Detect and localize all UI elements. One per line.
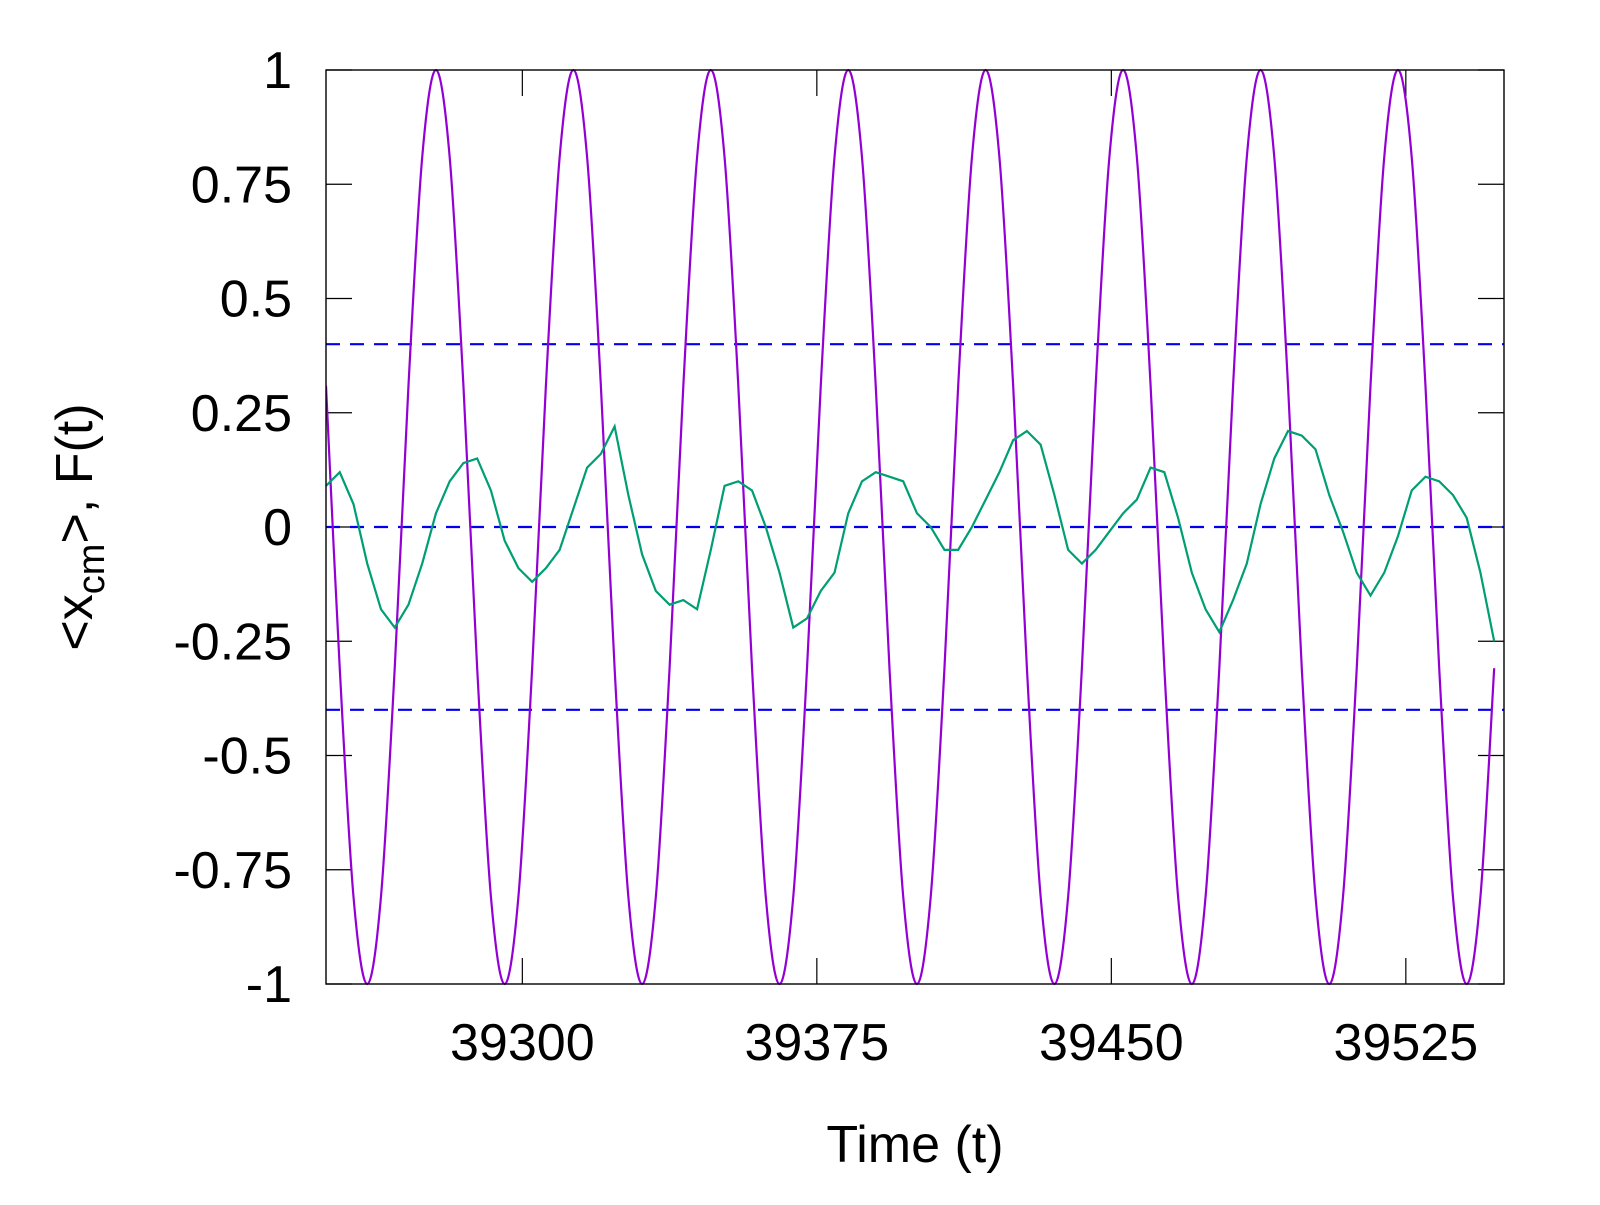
y-tick-label: -0.75 bbox=[173, 842, 292, 900]
y-label-part: <x bbox=[46, 594, 104, 650]
y-label-subscript: cm bbox=[71, 544, 113, 595]
y-tick-label: 1 bbox=[263, 42, 292, 100]
x-tick-label: 39525 bbox=[1334, 1014, 1479, 1072]
plot-frame bbox=[325, 69, 1505, 985]
y-tick-label: -1 bbox=[246, 956, 292, 1014]
y-axis-label: <xcm>, F(t) bbox=[46, 403, 113, 650]
x-tick-label: 39300 bbox=[450, 1014, 595, 1072]
x-tick-label: 39450 bbox=[1039, 1014, 1184, 1072]
x-axis-label: Time (t) bbox=[826, 1116, 1003, 1174]
y-tick-label: -0.25 bbox=[173, 613, 292, 671]
y-label-part: >, F(t) bbox=[46, 403, 104, 543]
y-tick-label: -0.5 bbox=[202, 728, 292, 786]
data-line bbox=[326, 423, 1496, 642]
y-tick-label: 0 bbox=[263, 499, 292, 557]
data-line bbox=[326, 68, 1496, 986]
y-tick-label: 0.75 bbox=[191, 156, 292, 214]
x-tick-label: 39375 bbox=[745, 1014, 890, 1072]
y-tick-label: 0.5 bbox=[220, 271, 292, 329]
y-tick-label: 0.25 bbox=[191, 385, 292, 443]
